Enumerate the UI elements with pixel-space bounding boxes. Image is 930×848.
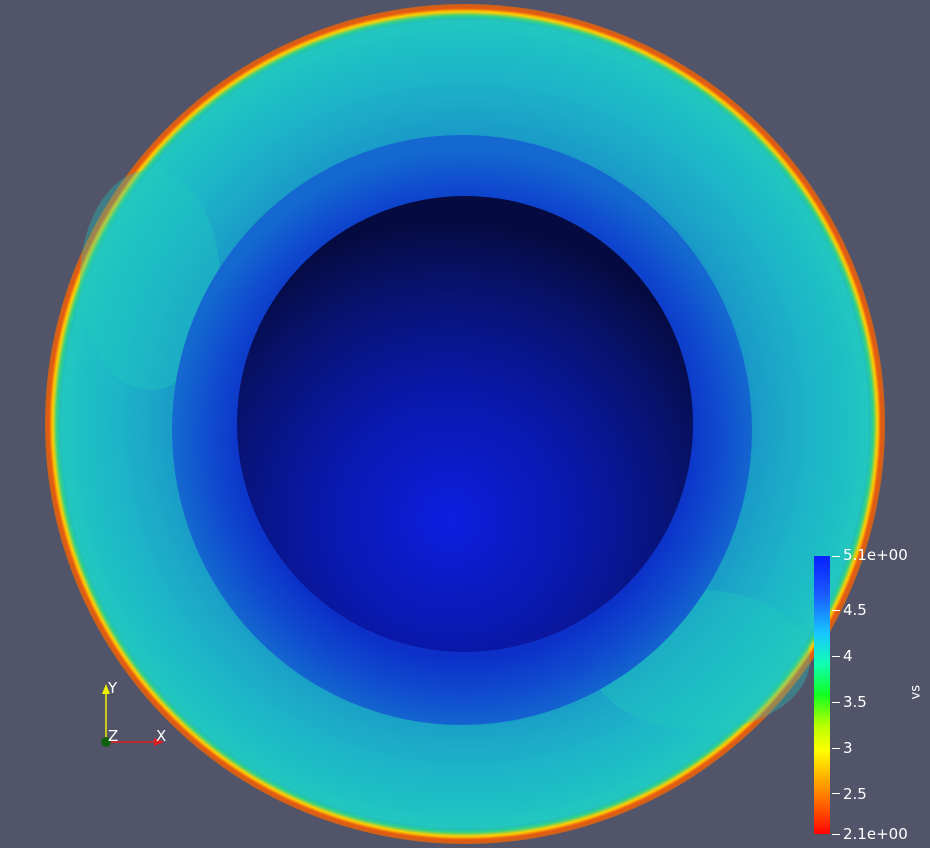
colorbar-tick (832, 748, 840, 749)
colorbar-min-label: 2.1e+00 (843, 825, 908, 843)
axes-triad-icon (101, 684, 164, 747)
colorbar-tick-label: 2.5 (843, 785, 867, 803)
colorbar-tick (832, 834, 840, 835)
axis-z-label: Z (108, 727, 119, 745)
colorbar-max-label: 5.1e+00 (843, 546, 908, 564)
color-legend-bar (814, 556, 830, 834)
colorbar-tick (832, 610, 840, 611)
colorbar-tick-label: 4.5 (843, 601, 867, 619)
colorbar-tick (832, 793, 840, 794)
colorbar-tick-label: 3 (843, 739, 853, 757)
colorbar-tick-label: 4 (843, 647, 853, 665)
colorbar-tick (832, 656, 840, 657)
core-sphere (237, 196, 693, 652)
orientation-axes: Y Z X (92, 676, 172, 760)
axis-y-label: Y (108, 679, 118, 697)
axis-x-label: X (156, 727, 167, 745)
colorbar-tick-label: 3.5 (843, 693, 867, 711)
colorbar-tick (832, 556, 840, 557)
shell-patch (80, 170, 220, 390)
colorbar-tick (832, 702, 840, 703)
colorbar-title: vs (908, 685, 924, 700)
